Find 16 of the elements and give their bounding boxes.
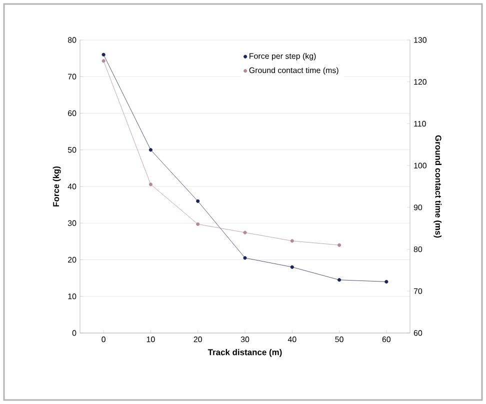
y2-axis-title: Ground contact time (ms) <box>434 135 442 238</box>
point <box>102 59 106 63</box>
point <box>337 243 342 247</box>
point <box>196 199 200 203</box>
point <box>148 182 153 186</box>
point <box>243 256 247 260</box>
y-axis-title: Force (kg) <box>52 166 61 206</box>
point <box>290 265 294 269</box>
point <box>196 222 200 226</box>
point <box>148 148 153 152</box>
point <box>337 278 342 282</box>
point <box>384 280 388 284</box>
point <box>102 52 106 56</box>
point <box>243 230 247 234</box>
x-axis-title: Track distance (m) <box>208 348 282 357</box>
point <box>290 239 294 243</box>
